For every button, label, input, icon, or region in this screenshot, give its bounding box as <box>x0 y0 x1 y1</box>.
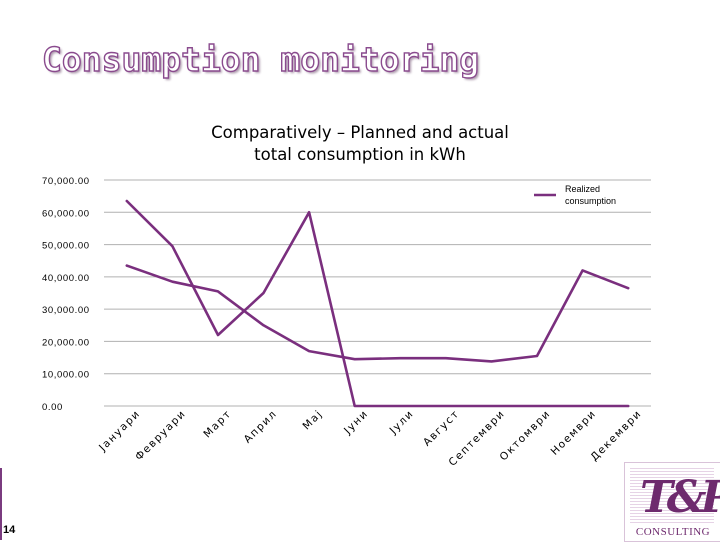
logo-text: CONSULTING <box>635 526 711 538</box>
x-tick-label: Август <box>421 408 462 449</box>
y-tick-label: 70,000.00 <box>42 176 90 187</box>
x-tick-label: Ноември <box>549 408 599 458</box>
y-tick-label: 20,000.00 <box>42 337 90 348</box>
y-tick-label: 60,000.00 <box>42 208 90 219</box>
page-number: 14 <box>3 524 16 536</box>
y-tick-label: 30,000.00 <box>42 305 90 316</box>
left-accent-rule <box>0 468 2 540</box>
y-tick-label: 50,000.00 <box>42 241 90 252</box>
x-tick-label: Април <box>242 408 280 446</box>
x-tick-label: Март <box>201 408 234 441</box>
x-tick-label: Јануари <box>96 408 143 455</box>
y-tick-label: 0.00 <box>42 402 63 413</box>
logo-mark: T&P <box>640 472 720 523</box>
legend-label: consumption <box>565 196 616 206</box>
x-tick-label: Мај <box>301 408 326 433</box>
series-line-1 <box>125 199 630 408</box>
y-tick-label: 40,000.00 <box>42 273 90 284</box>
y-tick-label: 10,000.00 <box>42 370 90 381</box>
company-logo: T&P CONSULTING <box>624 462 720 542</box>
x-tick-label: Јуни <box>341 408 371 438</box>
x-tick-label: Јули <box>387 408 417 438</box>
chart-title-line-2: total consumption in kWh <box>254 145 466 164</box>
series-line-2 <box>125 264 630 363</box>
chart-title: Comparatively – Planned and actual total… <box>160 122 560 166</box>
legend-label: Realized <box>565 184 600 194</box>
chart-title-line-1: Comparatively – Planned and actual <box>211 123 509 142</box>
logo-background: T&P <box>630 468 720 524</box>
slide-title: Consumption monitoring <box>41 39 480 79</box>
